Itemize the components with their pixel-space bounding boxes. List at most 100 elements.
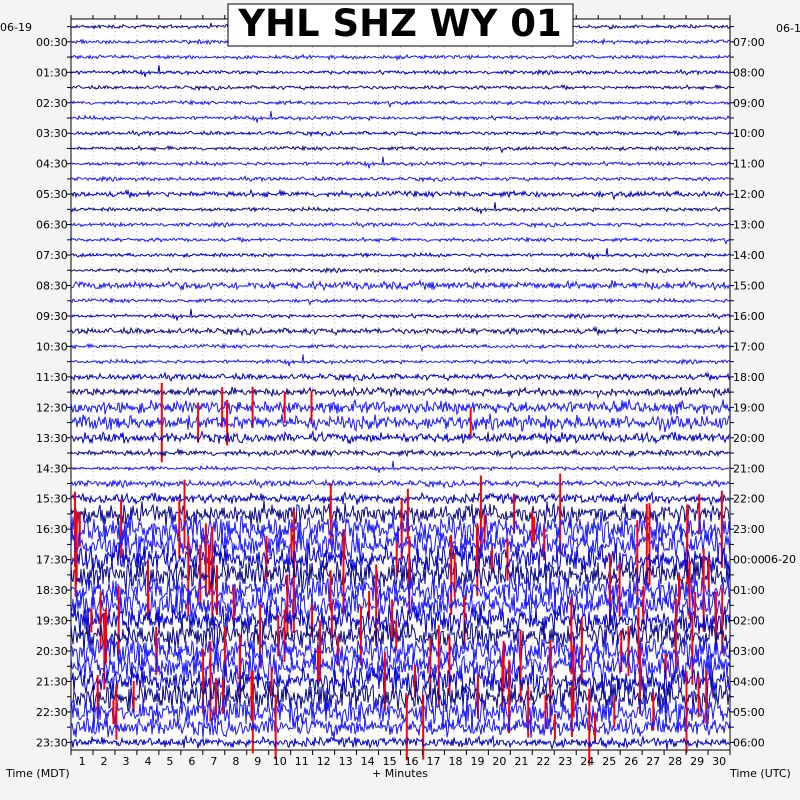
- right-time-label: 12:00: [733, 188, 765, 201]
- plot-area: [70, 18, 731, 751]
- trace-row: [70, 511, 731, 548]
- x-tick-label: 28: [668, 755, 682, 768]
- title-box: [227, 3, 574, 47]
- x-tick-label: 10: [273, 755, 287, 768]
- left-time-label: 04:30: [36, 158, 68, 171]
- right-time-label: 14:00: [733, 249, 765, 262]
- left-time-label: 13:30: [36, 432, 68, 445]
- left-time-label: 18:30: [36, 584, 68, 597]
- right-time-labels: 07:00 08:00 09:00 10:00 11:00 12:00 13:00 14:00…: [733, 36, 765, 750]
- left-time-label: 10:30: [36, 340, 68, 353]
- left-time-labels: 00:30 01:30 02:30 03:30 04:30 05:30 06:30 07:30…: [36, 36, 68, 750]
- trace-row: [70, 110, 731, 123]
- left-time-label: 22:30: [36, 706, 68, 719]
- x-axis-label: + Minutes: [372, 767, 428, 780]
- trace-row: [70, 399, 731, 416]
- right-time-label: 22:00: [733, 493, 765, 506]
- trace-row: [70, 500, 731, 529]
- x-tick-label: 1: [79, 755, 86, 768]
- right-time-label: 13:00: [733, 219, 765, 232]
- trace-row: [70, 129, 731, 138]
- right-time-label: 00:00: [733, 554, 765, 567]
- left-time-label: 03:30: [36, 127, 68, 140]
- x-tick-label: 8: [232, 755, 239, 768]
- trace-row: [70, 648, 731, 685]
- trace-row: [70, 156, 731, 169]
- x-tick-label: 30: [712, 755, 726, 768]
- trace-row: [70, 664, 731, 701]
- trace-row: [70, 65, 731, 78]
- trace-row: [70, 526, 731, 565]
- right-time-label: 06:00: [733, 736, 765, 749]
- left-time-label: 11:30: [36, 371, 68, 384]
- trace-row: [70, 342, 731, 352]
- x-tick-label: 6: [188, 755, 195, 768]
- left-time-label: 02:30: [36, 97, 68, 110]
- left-time-label: 21:30: [36, 675, 68, 688]
- right-time-label: 18:00: [733, 371, 765, 384]
- x-tick-label: 14: [361, 755, 375, 768]
- x-tick-label: 13: [339, 755, 353, 768]
- x-tick-label: 23: [558, 755, 572, 768]
- x-tick-label: 4: [144, 755, 151, 768]
- trace-row: [70, 308, 731, 321]
- right-time-label: 21:00: [733, 462, 765, 475]
- right-date-label: 06-1: [776, 22, 800, 35]
- right-time-label: 09:00: [733, 97, 765, 110]
- x-tick-label: 3: [123, 755, 130, 768]
- trace-row: [70, 236, 731, 246]
- trace-row: [70, 588, 731, 623]
- x-tick-label: 21: [514, 755, 528, 768]
- left-time-label: 16:30: [36, 523, 68, 536]
- left-time-label: 17:30: [36, 554, 68, 567]
- right-time-label: 20:00: [733, 432, 765, 445]
- trace-row: [70, 691, 731, 732]
- trace-row: [70, 602, 731, 639]
- x-tick-label: 20: [492, 755, 506, 768]
- x-tick-label: 24: [580, 755, 594, 768]
- x-tick-label: 26: [624, 755, 638, 768]
- left-time-label: 12:30: [36, 401, 68, 414]
- x-tick-labels: 1 2 3 4 5 6 7 8 9 10 11 12 13 14 15 16 17 18 19 20 21 22 23 24 2…: [79, 755, 727, 768]
- x-tick-label: 2: [101, 755, 108, 768]
- trace-row: [70, 297, 731, 307]
- trace-row: [70, 633, 731, 669]
- left-time-label: 05:30: [36, 188, 68, 201]
- x-tick-label: 18: [449, 755, 463, 768]
- right-time-label: 17:00: [733, 340, 765, 353]
- x-tick-label: 22: [536, 755, 550, 768]
- right-time-label: 04:00: [733, 675, 765, 688]
- seismic-traces: [70, 22, 731, 766]
- trace-row: [70, 247, 731, 260]
- left-time-label: 01:30: [36, 66, 68, 79]
- trace-row: [70, 461, 731, 473]
- left-date-label: 06-19: [0, 21, 32, 34]
- left-time-label: 08:30: [36, 280, 68, 293]
- x-tick-label: 27: [646, 755, 660, 768]
- trace-row: [70, 429, 731, 445]
- right-time-label: 23:00: [733, 523, 765, 536]
- left-time-label: 00:30: [36, 36, 68, 49]
- x-tick-label: 11: [295, 755, 309, 768]
- right-time-label: 02:00: [733, 615, 765, 628]
- trace-row: [70, 617, 731, 655]
- x-tick-label: 19: [470, 755, 484, 768]
- trace-row: [70, 354, 731, 367]
- trace-row: [70, 386, 731, 400]
- x-tick-label: 17: [427, 755, 441, 768]
- left-time-label: 06:30: [36, 219, 68, 232]
- left-time-label: 07:30: [36, 249, 68, 262]
- left-axis-label: Time (MDT): [5, 767, 70, 780]
- midnight-date-label: 06-20: [764, 553, 796, 566]
- x-tick-label: 29: [690, 755, 704, 768]
- right-time-label: 19:00: [733, 401, 765, 414]
- trace-row: [70, 278, 731, 292]
- x-tick-label: 25: [602, 755, 616, 768]
- trace-row: [70, 734, 731, 751]
- left-time-label: 09:30: [36, 310, 68, 323]
- trace-row: [70, 490, 731, 507]
- trace-row: [70, 715, 731, 739]
- left-time-label: 23:30: [36, 736, 68, 749]
- right-time-label: 16:00: [733, 310, 765, 323]
